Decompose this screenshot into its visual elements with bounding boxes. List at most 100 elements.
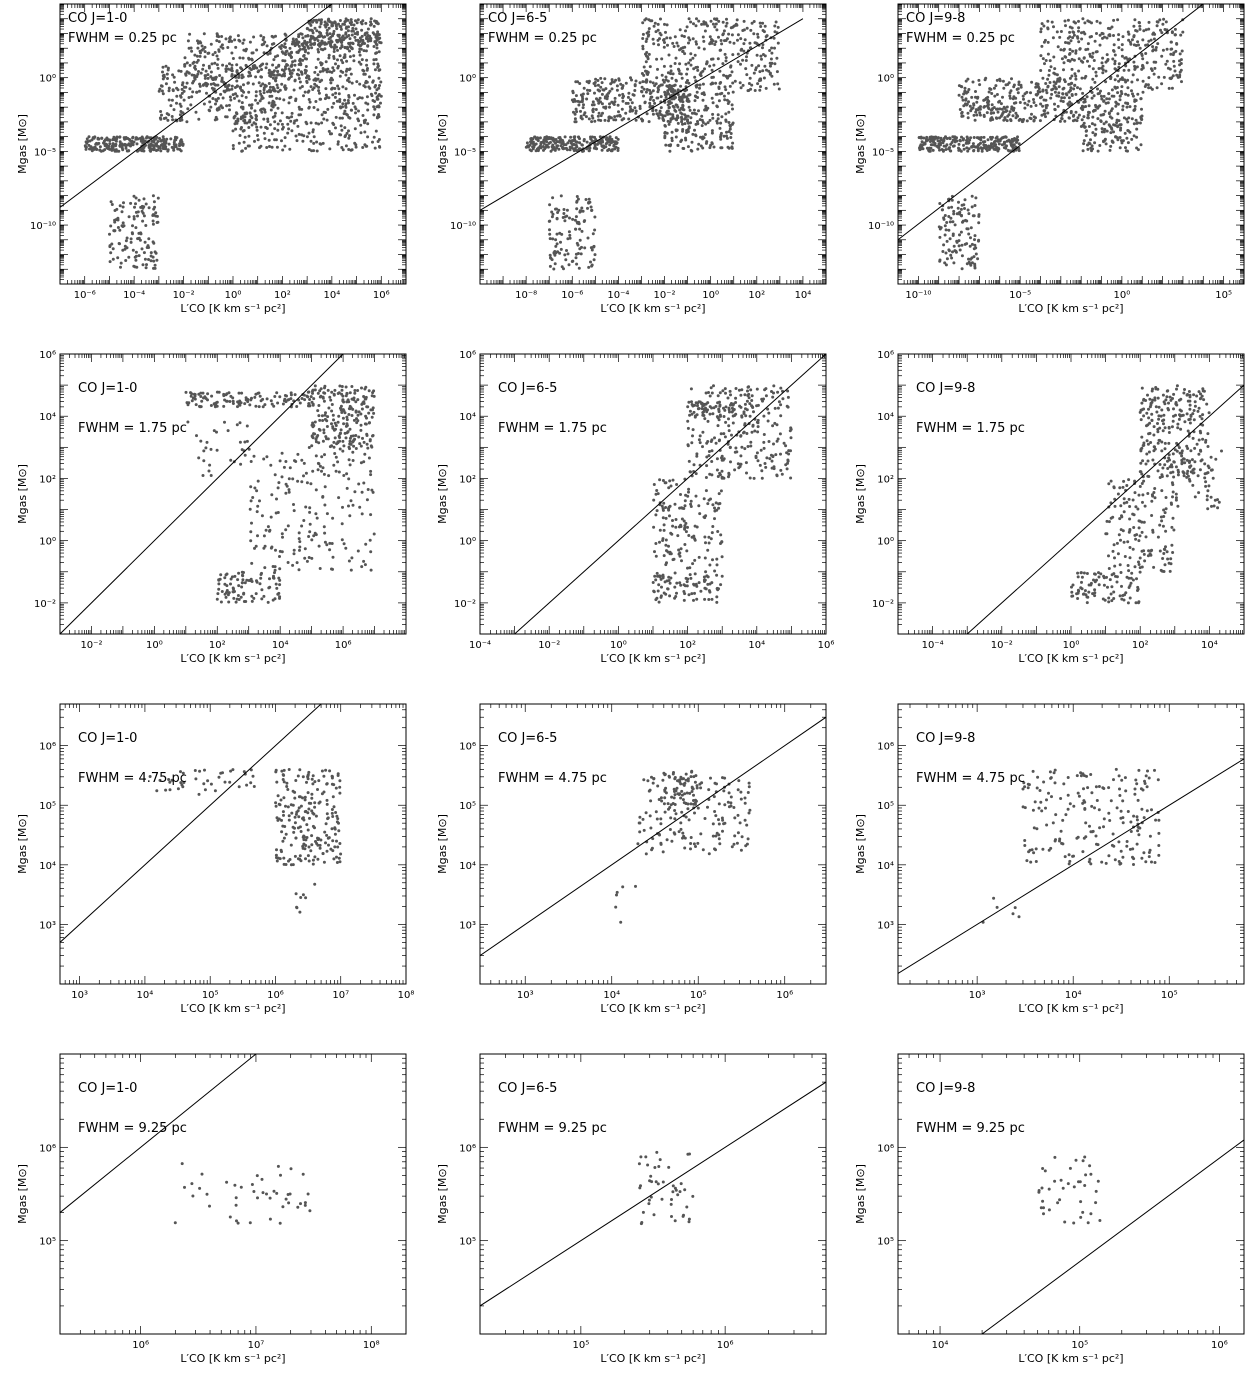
data-point (717, 19, 721, 23)
data-point (1104, 120, 1108, 124)
data-point (273, 473, 277, 477)
data-point (161, 77, 165, 81)
data-point (557, 147, 561, 151)
data-point (292, 39, 296, 43)
data-point (273, 127, 277, 131)
data-point (612, 118, 616, 122)
data-point (579, 252, 583, 256)
data-point (602, 105, 606, 109)
data-point (344, 144, 348, 148)
data-point (326, 388, 330, 392)
data-point (1008, 91, 1012, 95)
data-point (1107, 97, 1111, 101)
data-point (316, 468, 320, 472)
data-point (1072, 33, 1076, 37)
data-point (941, 250, 945, 253)
data-point (1077, 26, 1081, 30)
data-point (144, 143, 147, 147)
data-point (717, 85, 721, 89)
data-point (113, 229, 116, 233)
data-point (1165, 59, 1169, 63)
data-point (375, 105, 379, 109)
data-point (677, 69, 681, 73)
data-point (931, 148, 935, 152)
data-point (689, 148, 693, 152)
data-point (662, 45, 666, 49)
data-point (922, 136, 926, 140)
data-point (675, 41, 679, 45)
data-point (185, 81, 189, 85)
data-point (243, 402, 247, 406)
data-point (586, 236, 590, 240)
data-point (322, 428, 326, 432)
data-point (277, 481, 281, 485)
data-point (693, 53, 697, 57)
data-point (251, 496, 255, 499)
data-point (129, 240, 133, 244)
data-point (643, 18, 647, 22)
data-point (300, 524, 304, 528)
data-point (666, 587, 670, 591)
data-point (225, 104, 229, 108)
data-point (640, 117, 643, 121)
data-point (703, 597, 707, 601)
data-point (215, 430, 218, 434)
data-point (159, 110, 163, 113)
data-point (999, 114, 1003, 118)
data-point (1070, 93, 1074, 96)
data-point (671, 41, 675, 45)
data-point (233, 122, 237, 126)
data-point (724, 24, 728, 28)
data-point (310, 556, 314, 560)
data-point (952, 261, 956, 265)
data-point (112, 148, 116, 152)
data-point (710, 76, 714, 79)
data-point (264, 66, 268, 70)
data-point (321, 439, 325, 443)
data-point (666, 109, 669, 113)
data-point (670, 136, 674, 140)
data-point (697, 581, 701, 585)
data-point (1014, 111, 1018, 115)
data-point (342, 112, 346, 116)
data-point (1028, 116, 1032, 120)
data-point (269, 515, 273, 519)
data-point (286, 122, 290, 126)
data-point (116, 226, 120, 229)
data-point (593, 215, 597, 219)
data-point (1100, 127, 1104, 131)
data-point (333, 87, 337, 90)
data-point (348, 391, 352, 395)
data-point (659, 113, 663, 117)
data-point (316, 73, 320, 77)
data-point (158, 145, 162, 149)
data-point (325, 70, 329, 74)
data-point (370, 415, 374, 419)
data-point (952, 209, 956, 213)
data-point (1044, 106, 1048, 110)
data-point (293, 78, 297, 82)
data-point (350, 414, 354, 417)
data-point (688, 38, 692, 42)
data-point (249, 539, 253, 543)
data-point (960, 95, 964, 99)
data-point (573, 138, 577, 141)
data-point (323, 485, 327, 489)
data-point (1052, 25, 1055, 29)
data-point (282, 465, 286, 469)
data-point (100, 136, 104, 140)
data-point (203, 55, 207, 59)
data-point (989, 137, 993, 141)
data-point (325, 42, 328, 46)
data-point (713, 517, 716, 521)
data-point (656, 67, 659, 71)
data-point (157, 89, 161, 93)
data-point (275, 586, 279, 590)
data-point (267, 82, 271, 85)
data-point (962, 92, 966, 96)
data-point (769, 62, 773, 66)
data-point (722, 29, 726, 33)
data-point (759, 25, 763, 28)
data-point (1104, 60, 1108, 64)
